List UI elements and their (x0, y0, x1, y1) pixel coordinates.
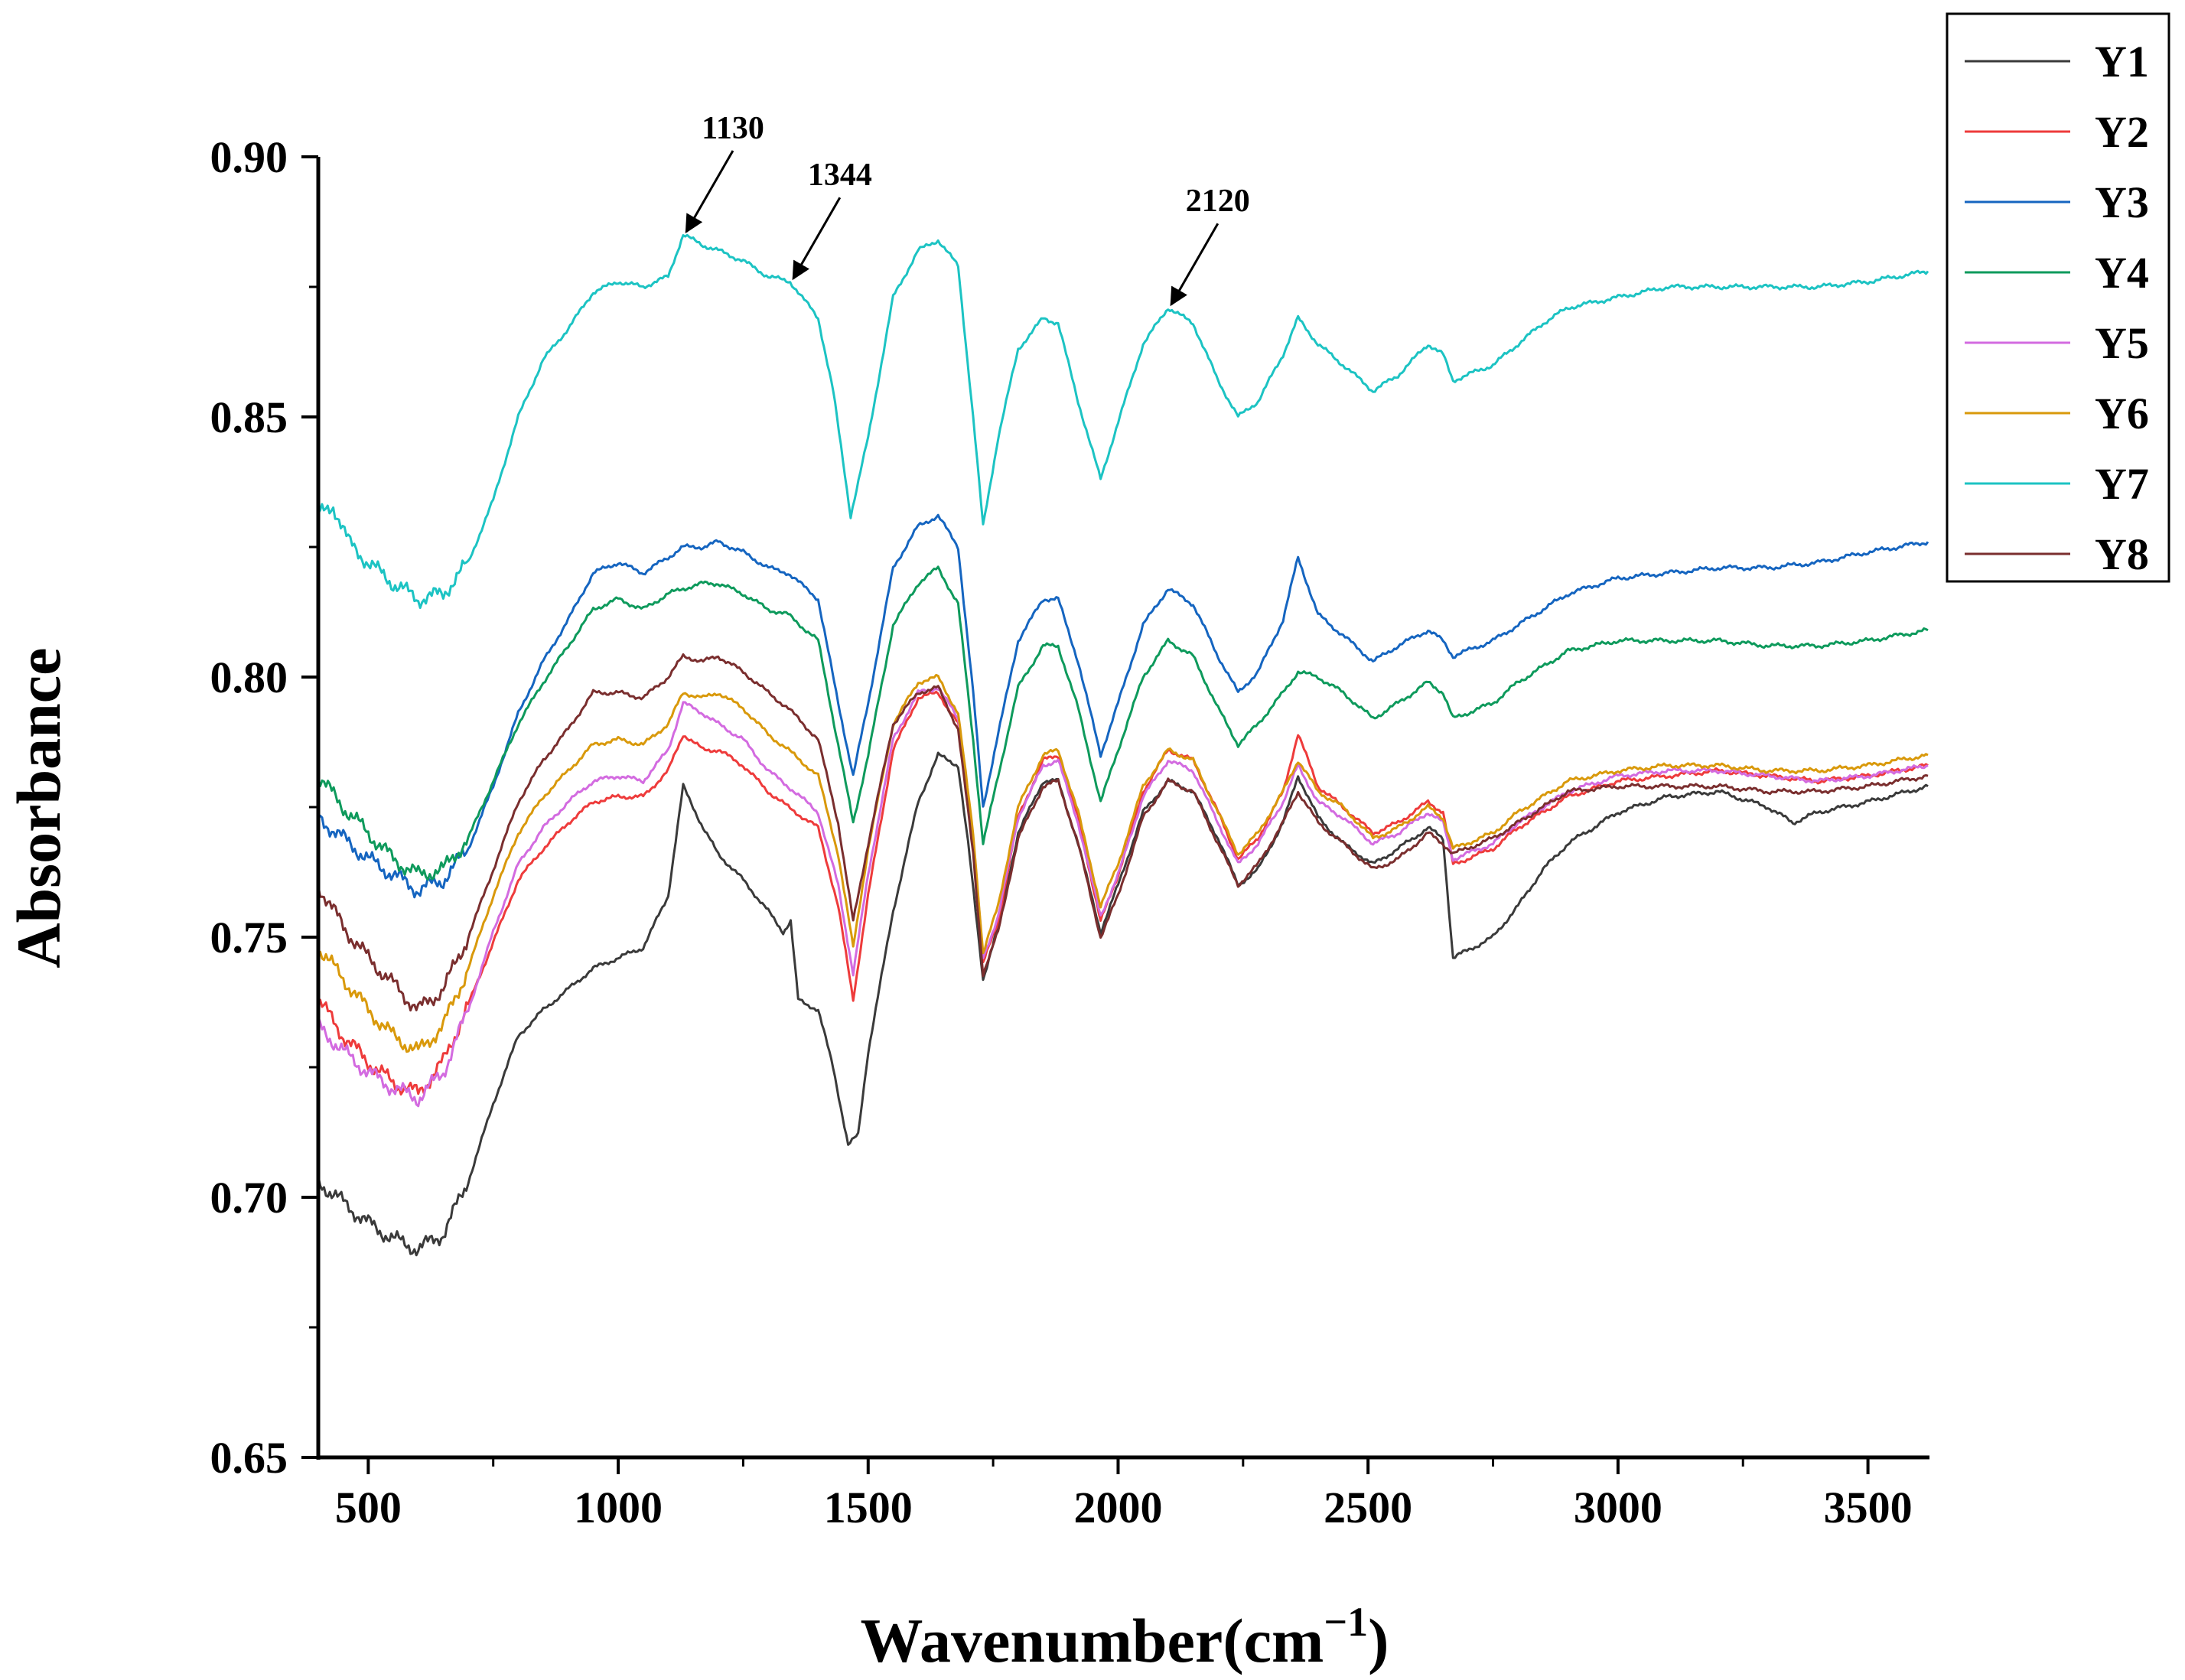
x-axis-title: Wavenumber(cm−1) (861, 1599, 1389, 1675)
y-tick-label: 0.65 (210, 1433, 288, 1483)
legend: Y1 Y2 Y3 Y4 Y5 Y6 Y7 Y8 (1946, 12, 2170, 583)
series-layer (317, 233, 1929, 1257)
x-tick-label: 3000 (1574, 1483, 1662, 1532)
annotation-label: 2120 (1186, 184, 1250, 219)
x-tick-label: 2500 (1324, 1483, 1412, 1532)
series-line-y5 (317, 688, 1929, 1108)
x-tick-label: 2000 (1073, 1483, 1162, 1532)
y-tick-label: 0.90 (210, 132, 288, 182)
legend-label-y8: Y8 (2095, 529, 2149, 579)
legend-label-y4: Y4 (2095, 248, 2149, 298)
legend-box (1946, 12, 2170, 583)
y-tick-label: 0.80 (210, 653, 288, 702)
series-line-y4 (317, 565, 1929, 881)
series-line-y3 (317, 513, 1929, 899)
y-axis-title: Absorbance (4, 647, 73, 968)
series-line-y8 (317, 653, 1929, 1012)
legend-label-y1: Y1 (2095, 37, 2149, 86)
x-tick-label: 3500 (1824, 1483, 1913, 1532)
annotations: 1130 1344 2120 (685, 111, 1250, 307)
annotation-label: 1130 (702, 111, 764, 146)
x-tick-label: 500 (335, 1483, 402, 1532)
annotation-arrow (792, 197, 842, 281)
legend-label-y5: Y5 (2095, 318, 2149, 368)
annotation-arrow (1170, 223, 1219, 307)
annotation-arrow (685, 150, 734, 234)
series-line-y7 (317, 233, 1929, 609)
legend-label-y6: Y6 (2095, 389, 2149, 438)
y-ticks: 0.65 0.70 0.75 0.80 0.85 0.90 (210, 132, 318, 1483)
legend-label-y2: Y2 (2095, 107, 2149, 157)
series-line-y6 (317, 673, 1929, 1053)
y-tick-label: 0.85 (210, 392, 288, 442)
y-tick-label: 0.70 (210, 1173, 288, 1223)
y-tick-label: 0.75 (210, 913, 288, 962)
x-tick-label: 1000 (574, 1483, 663, 1532)
annotation-label: 1344 (808, 158, 872, 193)
legend-label-y3: Y3 (2095, 177, 2149, 227)
series-line-y1 (317, 751, 1929, 1257)
series-line-y2 (317, 690, 1929, 1096)
legend-label-y7: Y7 (2095, 459, 2149, 509)
x-tick-label: 1500 (824, 1483, 913, 1532)
x-ticks: 500 1000 1500 2000 2500 3000 3500 (335, 1457, 1913, 1532)
